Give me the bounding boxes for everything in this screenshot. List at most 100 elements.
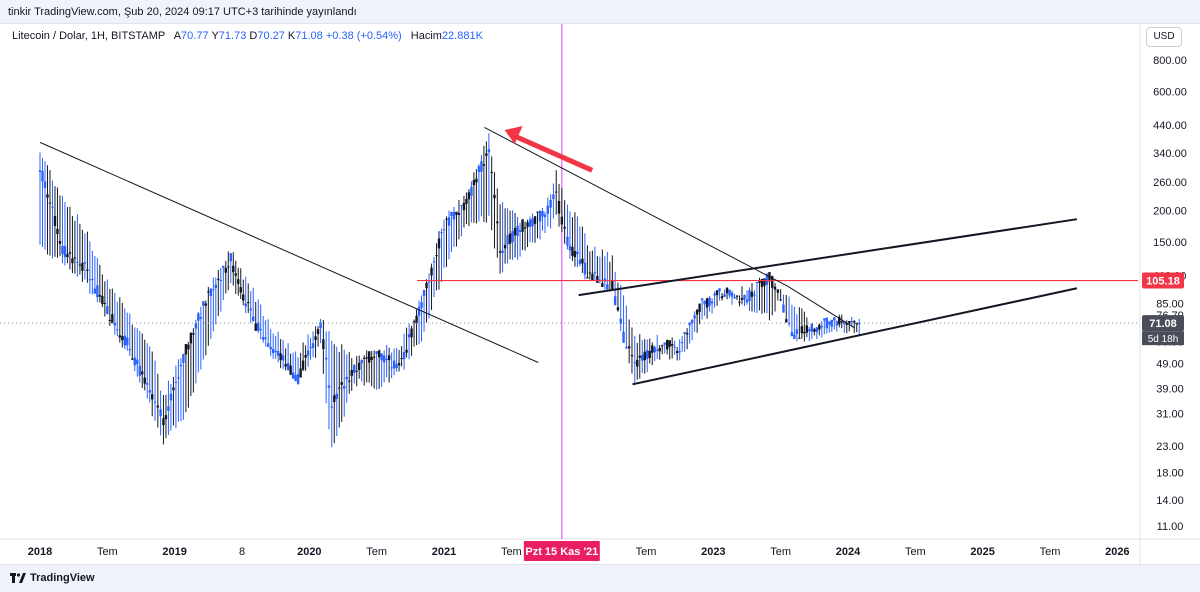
candle-body [179,364,183,367]
candle-body [58,240,62,244]
x-tick-label: 2019 [162,546,186,558]
candle-body [763,278,766,286]
price-chart[interactable]: 800.00 600.00 440.00 340.00 260.00 200.00 150.… [0,24,1200,564]
candle-body [627,346,631,349]
candle-body [322,339,325,350]
candle-body [690,319,694,324]
candle-body [708,297,711,306]
candle-body [552,194,555,200]
candle-body [106,306,109,314]
candle-body [222,265,225,268]
candle-body [136,359,139,365]
candle-body [531,218,534,227]
candle-body [705,298,709,308]
candle-body [578,259,582,264]
x-tick-label: 2021 [432,546,456,558]
chart-area[interactable]: 800.00 600.00 440.00 340.00 260.00 200.00 150.… [0,24,1200,564]
candle-body [281,355,285,361]
y-tick-label: 200.00 [1153,206,1187,218]
candle-body [765,273,769,285]
close-label: K [287,30,296,42]
candle-body [343,385,346,389]
symbol-title[interactable]: Litecoin / Dolar, 1H, BITSTAMP [12,30,166,42]
candle-body [382,355,386,363]
current-price-badge: 71.08 [1149,318,1177,330]
y-tick-label: 23.00 [1156,441,1184,453]
candle-body [698,303,701,312]
candle-body [289,365,292,375]
candle-body [450,211,453,216]
candle-body [169,393,173,401]
candle-body [212,289,215,291]
candle-body [324,357,328,360]
candle-body [121,336,124,341]
candle-body [88,279,92,281]
candle-body [309,347,312,349]
candle-body [390,367,393,369]
x-tick-label: 2024 [836,546,861,558]
candle-body [693,315,696,319]
x-tick-label: Tem [366,546,387,558]
candle-body [533,216,537,224]
high-label: Y [211,30,219,42]
candle-body [813,329,816,332]
candle-body [242,294,245,301]
candle-body [560,216,564,225]
candle-body [833,317,836,321]
candle-body [338,387,341,389]
x-tick-label: Tem [501,546,522,558]
candle-body [557,200,561,214]
candle-body [563,226,566,229]
candle-body [365,357,368,359]
candle-body [501,250,504,254]
candle-body [606,284,609,290]
candle-body [528,219,532,227]
candle-body [146,383,149,385]
candle-body [638,355,641,358]
candle-body [174,381,178,383]
candle-body [68,252,72,254]
candle-body [743,295,746,300]
currency-button[interactable]: USD [1146,27,1182,47]
candle-body [740,297,744,301]
candle-body [197,313,200,321]
candle-body [493,194,496,199]
candle-body [465,199,468,204]
candle-body [355,370,358,372]
candle-body [189,332,193,344]
candle-body [725,287,729,294]
candle-body [613,296,617,306]
candle-body [333,395,336,402]
candle-body [420,302,423,308]
candle-body [536,211,539,213]
candle-body [367,351,371,363]
candle-body [506,235,509,245]
y-tick-label: 440.00 [1153,120,1187,132]
candle-body [284,363,287,367]
candle-body [773,286,777,290]
candle-body [172,387,175,391]
candle-body [710,301,714,304]
candle-body [583,262,587,275]
cursor-time-badge [523,541,600,561]
candle-body [447,217,451,226]
brand[interactable]: TradingView [10,572,95,584]
x-tick-label: Tem [636,546,657,558]
candle-body [653,347,656,353]
footer-bar: TradingView [0,564,1200,592]
candle-body [96,285,99,298]
candle-body [397,362,401,366]
open-label: A [173,30,182,42]
candle-body [38,170,42,172]
candle-body [720,296,724,299]
candle-body [776,289,780,293]
candle-body [648,350,651,358]
candle-body [845,323,848,325]
open-value: 70.77 [181,30,209,42]
candle-body [622,331,625,343]
candle-body [460,205,463,207]
candle-body [91,279,94,281]
y-tick-label: 39.00 [1156,383,1184,395]
published-text: tinkir TradingView.com, Şub 20, 2024 09:… [8,6,357,18]
candle-body [56,228,59,234]
